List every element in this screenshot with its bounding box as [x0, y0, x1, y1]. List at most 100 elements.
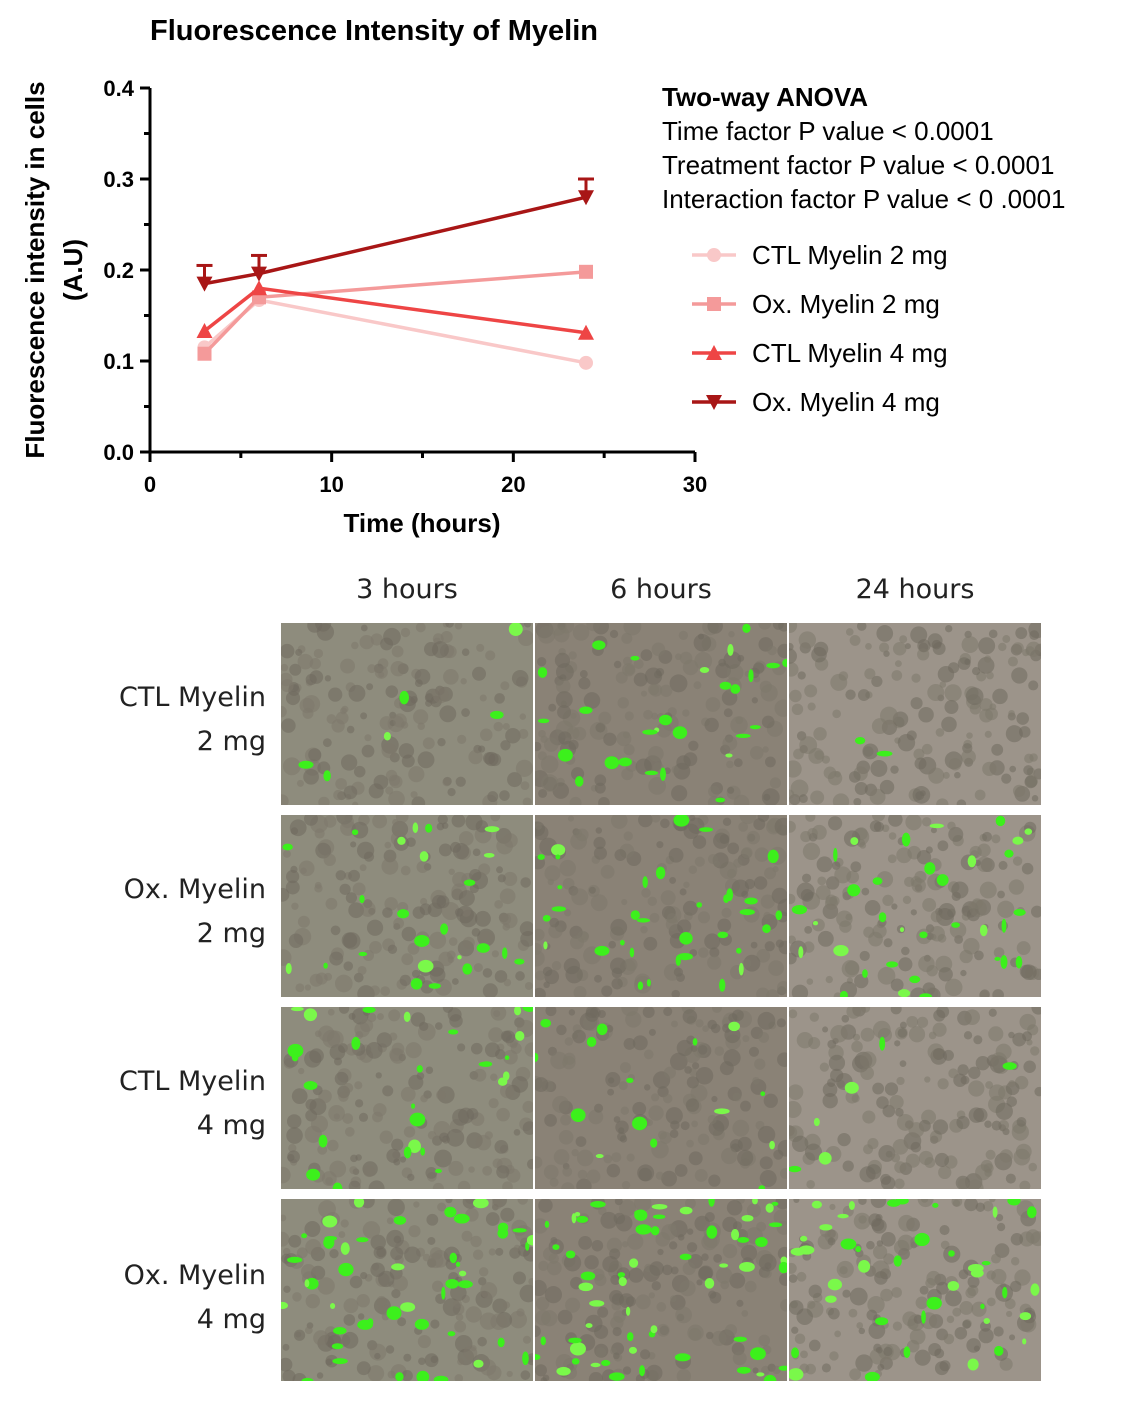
green-fluorescence — [658, 714, 673, 726]
cell-body — [611, 978, 623, 990]
cell-body — [422, 737, 435, 750]
micrograph-cell — [281, 815, 533, 997]
cell-body — [1030, 1231, 1041, 1247]
green-fluorescence — [306, 1168, 321, 1181]
cell-body — [535, 1296, 550, 1311]
cell-body — [355, 1031, 364, 1039]
cell-body — [457, 1358, 464, 1366]
cell-body — [995, 1214, 1004, 1222]
green-fluorescence — [886, 961, 898, 968]
cell-body — [705, 1331, 714, 1340]
cell-body — [436, 822, 445, 831]
green-fluorescence — [428, 983, 441, 989]
cell-body — [894, 1178, 905, 1189]
green-fluorescence — [484, 826, 500, 833]
cell-body — [635, 758, 652, 775]
green-fluorescence — [514, 958, 525, 965]
green-fluorescence — [630, 910, 640, 920]
cell-body — [966, 1179, 984, 1189]
cell-body — [911, 673, 921, 683]
cell-body — [286, 1127, 303, 1144]
cell-body — [721, 1147, 738, 1165]
cell-body — [522, 1335, 531, 1344]
cell-body — [447, 788, 456, 797]
cell-body — [632, 1035, 648, 1051]
cell-body — [350, 841, 357, 848]
cell-body — [715, 1267, 733, 1284]
micrograph-image — [281, 1007, 533, 1189]
cell-body — [663, 1007, 673, 1017]
cell-body — [714, 1046, 725, 1056]
cell-body — [468, 1166, 475, 1173]
green-fluorescence — [458, 1270, 467, 1277]
cell-body — [663, 1093, 673, 1104]
green-fluorescence — [811, 1200, 823, 1209]
cell-body — [569, 796, 582, 805]
micrograph-image — [535, 815, 787, 997]
cell-body — [285, 880, 300, 895]
cell-body — [914, 757, 927, 770]
cell-body — [494, 1139, 509, 1154]
cell-body — [989, 1199, 996, 1203]
cell-body — [593, 846, 607, 860]
cell-body — [737, 1149, 754, 1167]
cell-body — [942, 771, 950, 779]
cell-body — [973, 1035, 983, 1045]
cell-body — [805, 1363, 816, 1375]
cell-body — [457, 1043, 466, 1052]
green-fluorescence — [608, 1372, 625, 1381]
green-fluorescence — [513, 1007, 522, 1016]
cell-body — [308, 748, 322, 762]
cell-body — [789, 648, 797, 664]
cell-body — [742, 1035, 750, 1043]
cell-body — [338, 1007, 350, 1014]
cell-body — [754, 847, 770, 862]
cell-body — [876, 1096, 889, 1109]
cell-body — [550, 1051, 568, 1070]
cell-body — [594, 1274, 607, 1287]
green-fluorescence — [522, 1351, 529, 1366]
cell-body — [711, 1095, 718, 1103]
cell-body — [322, 738, 332, 748]
green-fluorescence — [726, 888, 734, 902]
cell-body — [611, 1293, 625, 1306]
cell-body — [1010, 1257, 1020, 1266]
cell-body — [461, 1230, 473, 1242]
cell-body — [282, 1247, 291, 1256]
cell-body — [348, 684, 366, 702]
cell-body — [496, 866, 504, 874]
cell-body — [511, 669, 529, 687]
cell-body — [945, 1289, 962, 1307]
cell-body — [618, 1081, 628, 1091]
cell-body — [1002, 635, 1011, 643]
green-fluorescence — [497, 1077, 508, 1086]
cell-body — [295, 648, 303, 656]
cell-body — [974, 789, 986, 801]
cell-body — [809, 1012, 820, 1022]
cell-body — [520, 1370, 531, 1380]
cell-body — [976, 856, 993, 873]
green-fluorescence — [570, 1108, 586, 1122]
green-fluorescence — [994, 956, 1001, 961]
cell-body — [466, 1107, 479, 1120]
cell-body — [936, 1007, 950, 1019]
cell-body — [860, 1007, 871, 1013]
cell-body — [876, 1240, 884, 1247]
cell-body — [1030, 1046, 1040, 1056]
cell-body — [646, 1364, 663, 1381]
cell-body — [859, 1051, 877, 1069]
cell-body — [1019, 1013, 1036, 1031]
cell-body — [778, 1273, 787, 1286]
cell-body — [538, 1199, 553, 1213]
cell-body — [507, 772, 523, 788]
green-fluorescence — [351, 829, 359, 836]
cell-body — [515, 971, 525, 981]
cell-body — [777, 1052, 787, 1067]
micrograph-image — [789, 1007, 1041, 1189]
cell-body — [403, 1353, 412, 1362]
green-fluorescence — [557, 748, 573, 762]
cell-body — [998, 1120, 1010, 1131]
cell-body — [780, 1299, 787, 1312]
cell-body — [655, 1171, 664, 1180]
cell-body — [403, 1126, 416, 1138]
